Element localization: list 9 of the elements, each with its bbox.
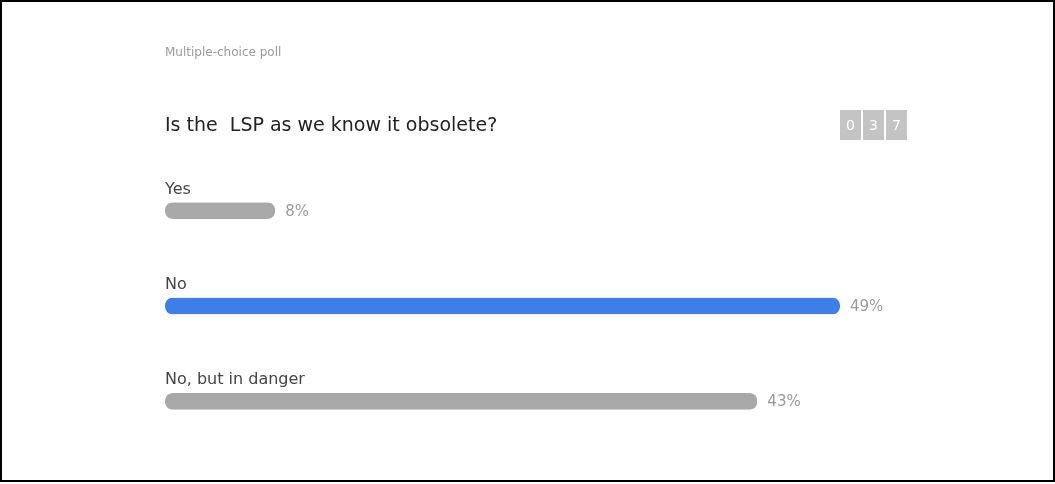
text: 0 3 7 — [845, 116, 902, 135]
y-tick-label: No, but in danger — [165, 369, 306, 389]
y-tick-label: Yes — [164, 178, 191, 198]
data-label: 49% — [850, 297, 884, 315]
chart-subtitle: Multiple-choice poll — [165, 45, 282, 59]
chart-title: Is the LSP as we know it obsolete? — [165, 113, 498, 135]
data-label: 43% — [767, 392, 801, 411]
data-label: 8% — [285, 201, 309, 220]
y-tick-label: No — [165, 274, 187, 293]
